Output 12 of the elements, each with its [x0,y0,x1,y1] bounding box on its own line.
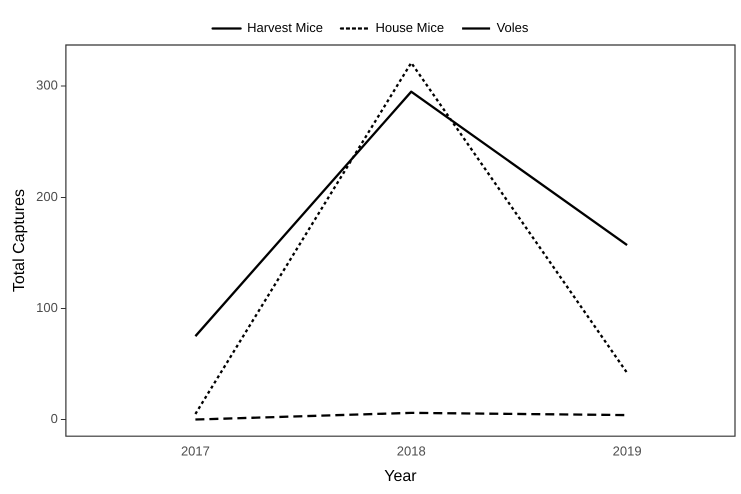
y-axis-title: Total Captures [11,189,28,292]
x-tick-label: 2019 [612,444,642,459]
y-tick-label: 200 [36,188,58,204]
x-tick-label: 2017 [180,444,210,459]
legend-label: Harvest Mice [247,20,323,36]
legend-label: House Mice [375,20,444,36]
y-tick-label: 100 [36,300,58,315]
y-tick-label: 300 [36,78,58,93]
x-tick-label: 2018 [396,444,426,459]
x-axis-title: Year [384,468,418,485]
y-tick-label: 0 [50,411,58,426]
legend-label: Voles [496,20,529,36]
